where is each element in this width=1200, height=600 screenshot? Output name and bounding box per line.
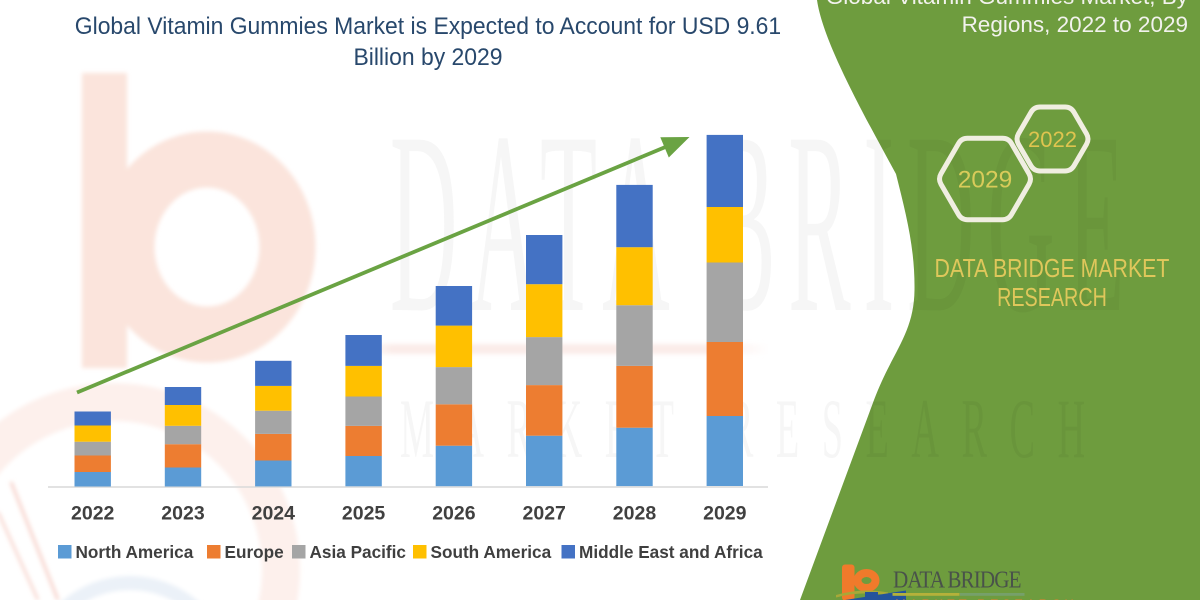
svg-text:2022: 2022: [71, 503, 115, 525]
svg-text:Asia Pacific: Asia Pacific: [310, 542, 407, 562]
svg-text:Europe: Europe: [225, 542, 284, 562]
svg-text:South America: South America: [431, 542, 552, 562]
svg-text:2028: 2028: [613, 503, 657, 525]
svg-text:DATA BRIDGE: DATA BRIDGE: [893, 566, 1021, 593]
svg-text:DATA BRIDGE MARKET: DATA BRIDGE MARKET: [935, 254, 1170, 284]
svg-text:MARKET RESEARCH: MARKET RESEARCH: [895, 597, 1077, 600]
svg-text:2027: 2027: [523, 503, 566, 525]
svg-text:2029: 2029: [958, 167, 1013, 194]
svg-text:Global Vitamin Gummies Market,: Global Vitamin Gummies Market, By: [826, 0, 1189, 9]
svg-text:RESEARCH: RESEARCH: [997, 282, 1107, 311]
svg-text:Middle East and Africa: Middle East and Africa: [579, 542, 763, 562]
svg-text:2022: 2022: [1028, 127, 1077, 152]
svg-text:2026: 2026: [432, 503, 476, 525]
svg-text:2024: 2024: [252, 503, 296, 525]
svg-text:Global Vitamin Gummies Market: Global Vitamin Gummies Market is Expecte…: [75, 13, 781, 40]
svg-text:Billion by 2029: Billion by 2029: [353, 44, 502, 71]
svg-text:2023: 2023: [161, 503, 205, 525]
svg-text:2029: 2029: [703, 503, 747, 525]
svg-text:North America: North America: [76, 542, 194, 562]
svg-text:Regions, 2022 to 2029: Regions, 2022 to 2029: [962, 12, 1188, 37]
svg-text:2025: 2025: [342, 503, 386, 525]
